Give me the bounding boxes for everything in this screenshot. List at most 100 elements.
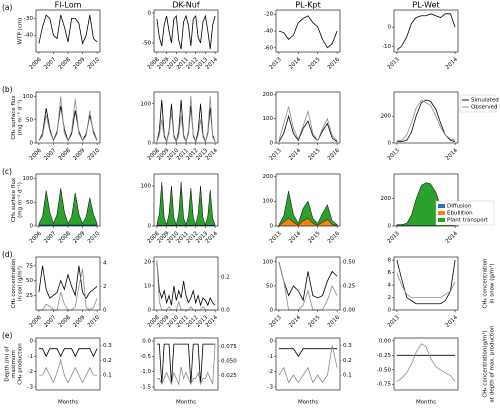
x-tick-label: 2014 (445, 230, 459, 244)
series-line (278, 15, 338, 49)
legend-swatch (438, 218, 445, 222)
series-line (396, 260, 456, 305)
y2-axis-label: at depth of max. production (490, 325, 496, 403)
plot-frame (275, 9, 341, 53)
plot-area (394, 338, 458, 390)
y-tick-label: -50 (142, 41, 151, 47)
y-axis-label: CH₄ surface flux (11, 95, 17, 140)
x-tick-label: 2007 (43, 147, 57, 161)
y-tick-label: 0 (270, 224, 274, 230)
panel-title: PL-Wet (412, 1, 439, 10)
y-tick-label: 0 (270, 339, 274, 345)
plot-frame (35, 91, 101, 144)
legend-label: Diffusion (447, 204, 472, 210)
legend-swatch (438, 204, 445, 208)
x-tick-label: 2007 (43, 56, 57, 70)
y-tick-label: 200 (381, 114, 392, 120)
x-tick-label: 2009 (72, 147, 86, 161)
y2-tick-label: 0 (103, 308, 107, 314)
plot-frame (393, 173, 459, 227)
y-tick-label: 0.0 (142, 339, 151, 345)
plot-frame (153, 256, 219, 311)
y-tick-label: 50 (26, 200, 33, 206)
plot-frame (35, 256, 101, 311)
y-tick-label: 200 (263, 92, 274, 98)
plot-frame (393, 91, 459, 144)
y-tick-label: -40 (264, 29, 273, 35)
y2-tick-label: 0.0 (221, 308, 230, 314)
series-line (156, 95, 216, 143)
series-line (278, 106, 338, 142)
x-tick-label: 2007 (43, 314, 57, 328)
series-line (156, 14, 216, 50)
plot-frame (393, 337, 459, 391)
x-tick-label: 2016 (327, 230, 341, 244)
y-axis-label: WTP (cm) (18, 18, 24, 45)
y-tick-label: 200 (381, 196, 392, 202)
y-tick-label: 100 (263, 199, 274, 205)
y-tick-label: 0 (30, 224, 34, 230)
y-tick-label: 50 (266, 283, 273, 289)
plot-frame (153, 337, 219, 391)
y2-axis-label: CH₄ concentration(g/m³) (482, 330, 489, 397)
row-label: (b) (2, 85, 13, 94)
x-tick-label: 2016 (327, 147, 341, 161)
y-axis-label: (mg m⁻² d⁻¹) (17, 100, 24, 136)
series-line (396, 343, 456, 382)
y2-tick-label: 0.00 (343, 308, 356, 314)
y-tick-label: 25 (26, 293, 33, 299)
plot-frame (393, 9, 459, 53)
plot-area (36, 257, 100, 310)
series-line (156, 343, 216, 386)
plot-area (394, 10, 458, 52)
y-tick-label: 0 (148, 224, 152, 230)
x-tick-label: 2014 (445, 56, 459, 70)
x-tick-label: 2013 (269, 230, 283, 244)
y-tick-label: 0 (388, 308, 392, 314)
series-line (278, 114, 338, 143)
y-tick-label: -30 (24, 16, 33, 22)
x-tick-label: 2008 (58, 56, 72, 70)
row-label: (a) (2, 3, 13, 12)
panel-title: FI-Lom (55, 1, 82, 10)
plot-area (276, 338, 340, 390)
x-tick-label: 2006 (29, 56, 43, 70)
x-tick-label: 2008 (58, 147, 72, 161)
x-tick-label: 2010 (87, 56, 101, 70)
y2-tick-label: 0.025 (221, 373, 237, 379)
y2-tick-label: 4 (103, 260, 107, 266)
y-axis-label: CH₄ production (18, 343, 24, 385)
y2-axis-label: CH₄ concentration (483, 258, 489, 309)
x-tick-label: 2013 (387, 314, 401, 328)
y2-axis-label: in snow (g/m³) (489, 264, 496, 304)
series-line (156, 261, 216, 307)
y-axis-label: (mg m⁻² d⁻¹) (17, 182, 24, 218)
y2-tick-label: 0.50 (343, 259, 356, 265)
y-tick-label: -1 (268, 354, 273, 360)
y2-tick-label: 0.25 (343, 283, 356, 289)
plot-frame (35, 173, 101, 227)
y-tick-label: 0 (30, 141, 34, 147)
x-tick-label: 2006 (29, 314, 43, 328)
x-tick-label: 2010 (87, 230, 101, 244)
plot-area (36, 338, 100, 390)
panel-title: DK-Nuf (172, 1, 200, 10)
x-tick-label: 2009 (72, 314, 86, 328)
plot-area (154, 257, 218, 310)
y-tick-label: 0 (30, 339, 34, 345)
y-tick-label: 0 (388, 224, 392, 230)
y2-tick-label: 0.075 (221, 344, 237, 350)
x-tick-label: 2015 (307, 147, 321, 161)
x-tick-label: 2014 (445, 314, 459, 328)
y-tick-label: -60 (264, 45, 273, 51)
x-axis-label: Months (176, 400, 196, 406)
y2-tick-label: 0.3 (103, 343, 112, 349)
y-tick-label: 200 (263, 174, 274, 180)
y-tick-label: 100 (23, 94, 34, 100)
plot-area (276, 257, 340, 310)
series-line (278, 261, 338, 302)
y2-tick-label: 0.2 (103, 358, 112, 364)
y-tick-label: 0 (270, 308, 274, 314)
plot-frame (153, 9, 219, 53)
y-axis-label: maximum (11, 350, 17, 378)
